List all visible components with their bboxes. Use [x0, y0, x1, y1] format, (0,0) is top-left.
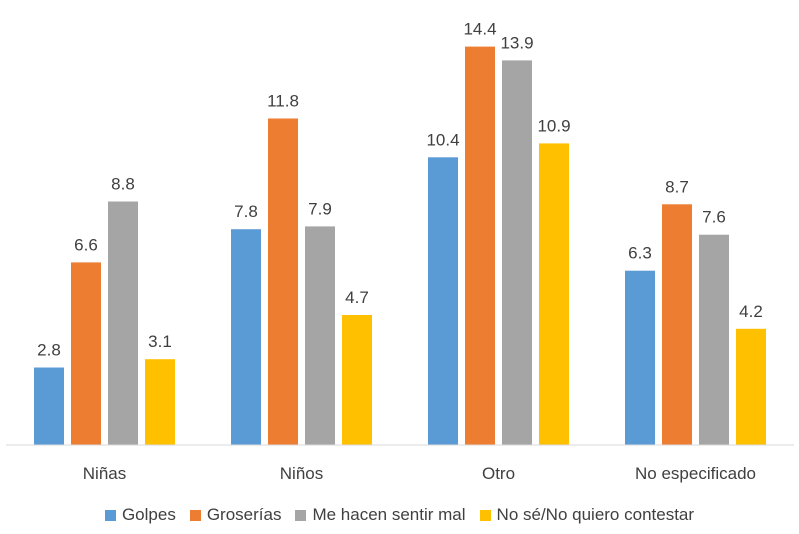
bar-1-4 — [145, 359, 175, 445]
bar-4-3 — [699, 234, 729, 445]
value-label-1-3: 8.8 — [111, 175, 135, 194]
bar-2-1 — [231, 229, 261, 445]
value-label-2-2: 11.8 — [267, 92, 299, 111]
bar-3-4 — [539, 143, 569, 445]
legend-item-4: No sé/No quiero contestar — [479, 505, 695, 525]
category-label-2: Niños — [280, 464, 323, 483]
bar-3-2 — [465, 46, 495, 445]
legend-item-3: Me hacen sentir mal — [295, 505, 466, 525]
category-label-3: Otro — [482, 464, 515, 483]
value-label-4-3: 7.6 — [702, 208, 726, 227]
legend-swatch-4 — [479, 509, 491, 521]
legend: Golpes Groserías Me hacen sentir mal No sé/… — [0, 505, 799, 525]
legend-swatch-3 — [295, 509, 307, 521]
value-label-2-3: 7.9 — [308, 199, 332, 218]
legend-swatch-1 — [104, 509, 116, 521]
bar-2-3 — [305, 226, 335, 445]
value-label-2-1: 7.8 — [234, 202, 258, 221]
bar-4-4 — [736, 328, 766, 445]
value-label-2-4: 4.7 — [345, 288, 369, 307]
legend-label-3: Me hacen sentir mal — [312, 505, 466, 524]
bars-group — [34, 46, 766, 446]
value-label-4-1: 6.3 — [628, 244, 652, 263]
bar-3-1 — [428, 157, 458, 446]
legend-item-2: Groserías — [189, 505, 282, 525]
category-labels-group: Niñas Niños Otro No especificado — [83, 464, 756, 483]
legend-label-2: Groserías — [206, 505, 282, 524]
value-labels-group: 2.8 6.6 8.8 3.1 7.8 11.8 7.9 4.7 10.4 14.413.9 10.… — [37, 20, 763, 360]
bar-1-2 — [71, 262, 101, 445]
category-label-1: Niñas — [83, 464, 126, 483]
value-label-1-4: 3.1 — [148, 332, 172, 351]
category-label-4: No especificado — [635, 464, 756, 483]
bar-2-4 — [342, 315, 372, 445]
bar-4-1 — [625, 270, 655, 445]
legend-label-4: No sé/No quiero contestar — [496, 505, 695, 524]
value-label-1-2: 6.6 — [74, 235, 98, 254]
value-label-1-1: 2.8 — [37, 341, 61, 360]
value-label-3-3: 13.9 — [500, 33, 533, 52]
value-label-3-4: 10.9 — [537, 116, 570, 135]
value-label-4-4: 4.2 — [739, 302, 763, 321]
bar-4-2 — [662, 204, 692, 445]
value-label-3-2: 14.4 — [463, 20, 496, 39]
legend-label-1: Golpes — [121, 505, 176, 524]
bar-3-3 — [502, 60, 532, 446]
legend-item-1: Golpes — [104, 505, 176, 525]
value-label-3-1: 10.4 — [426, 130, 459, 149]
bar-1-3 — [108, 201, 138, 445]
bar-2-2 — [268, 118, 298, 445]
bar-1-1 — [34, 367, 64, 445]
legend-swatch-2 — [189, 509, 201, 521]
value-label-4-2: 8.7 — [665, 177, 689, 196]
